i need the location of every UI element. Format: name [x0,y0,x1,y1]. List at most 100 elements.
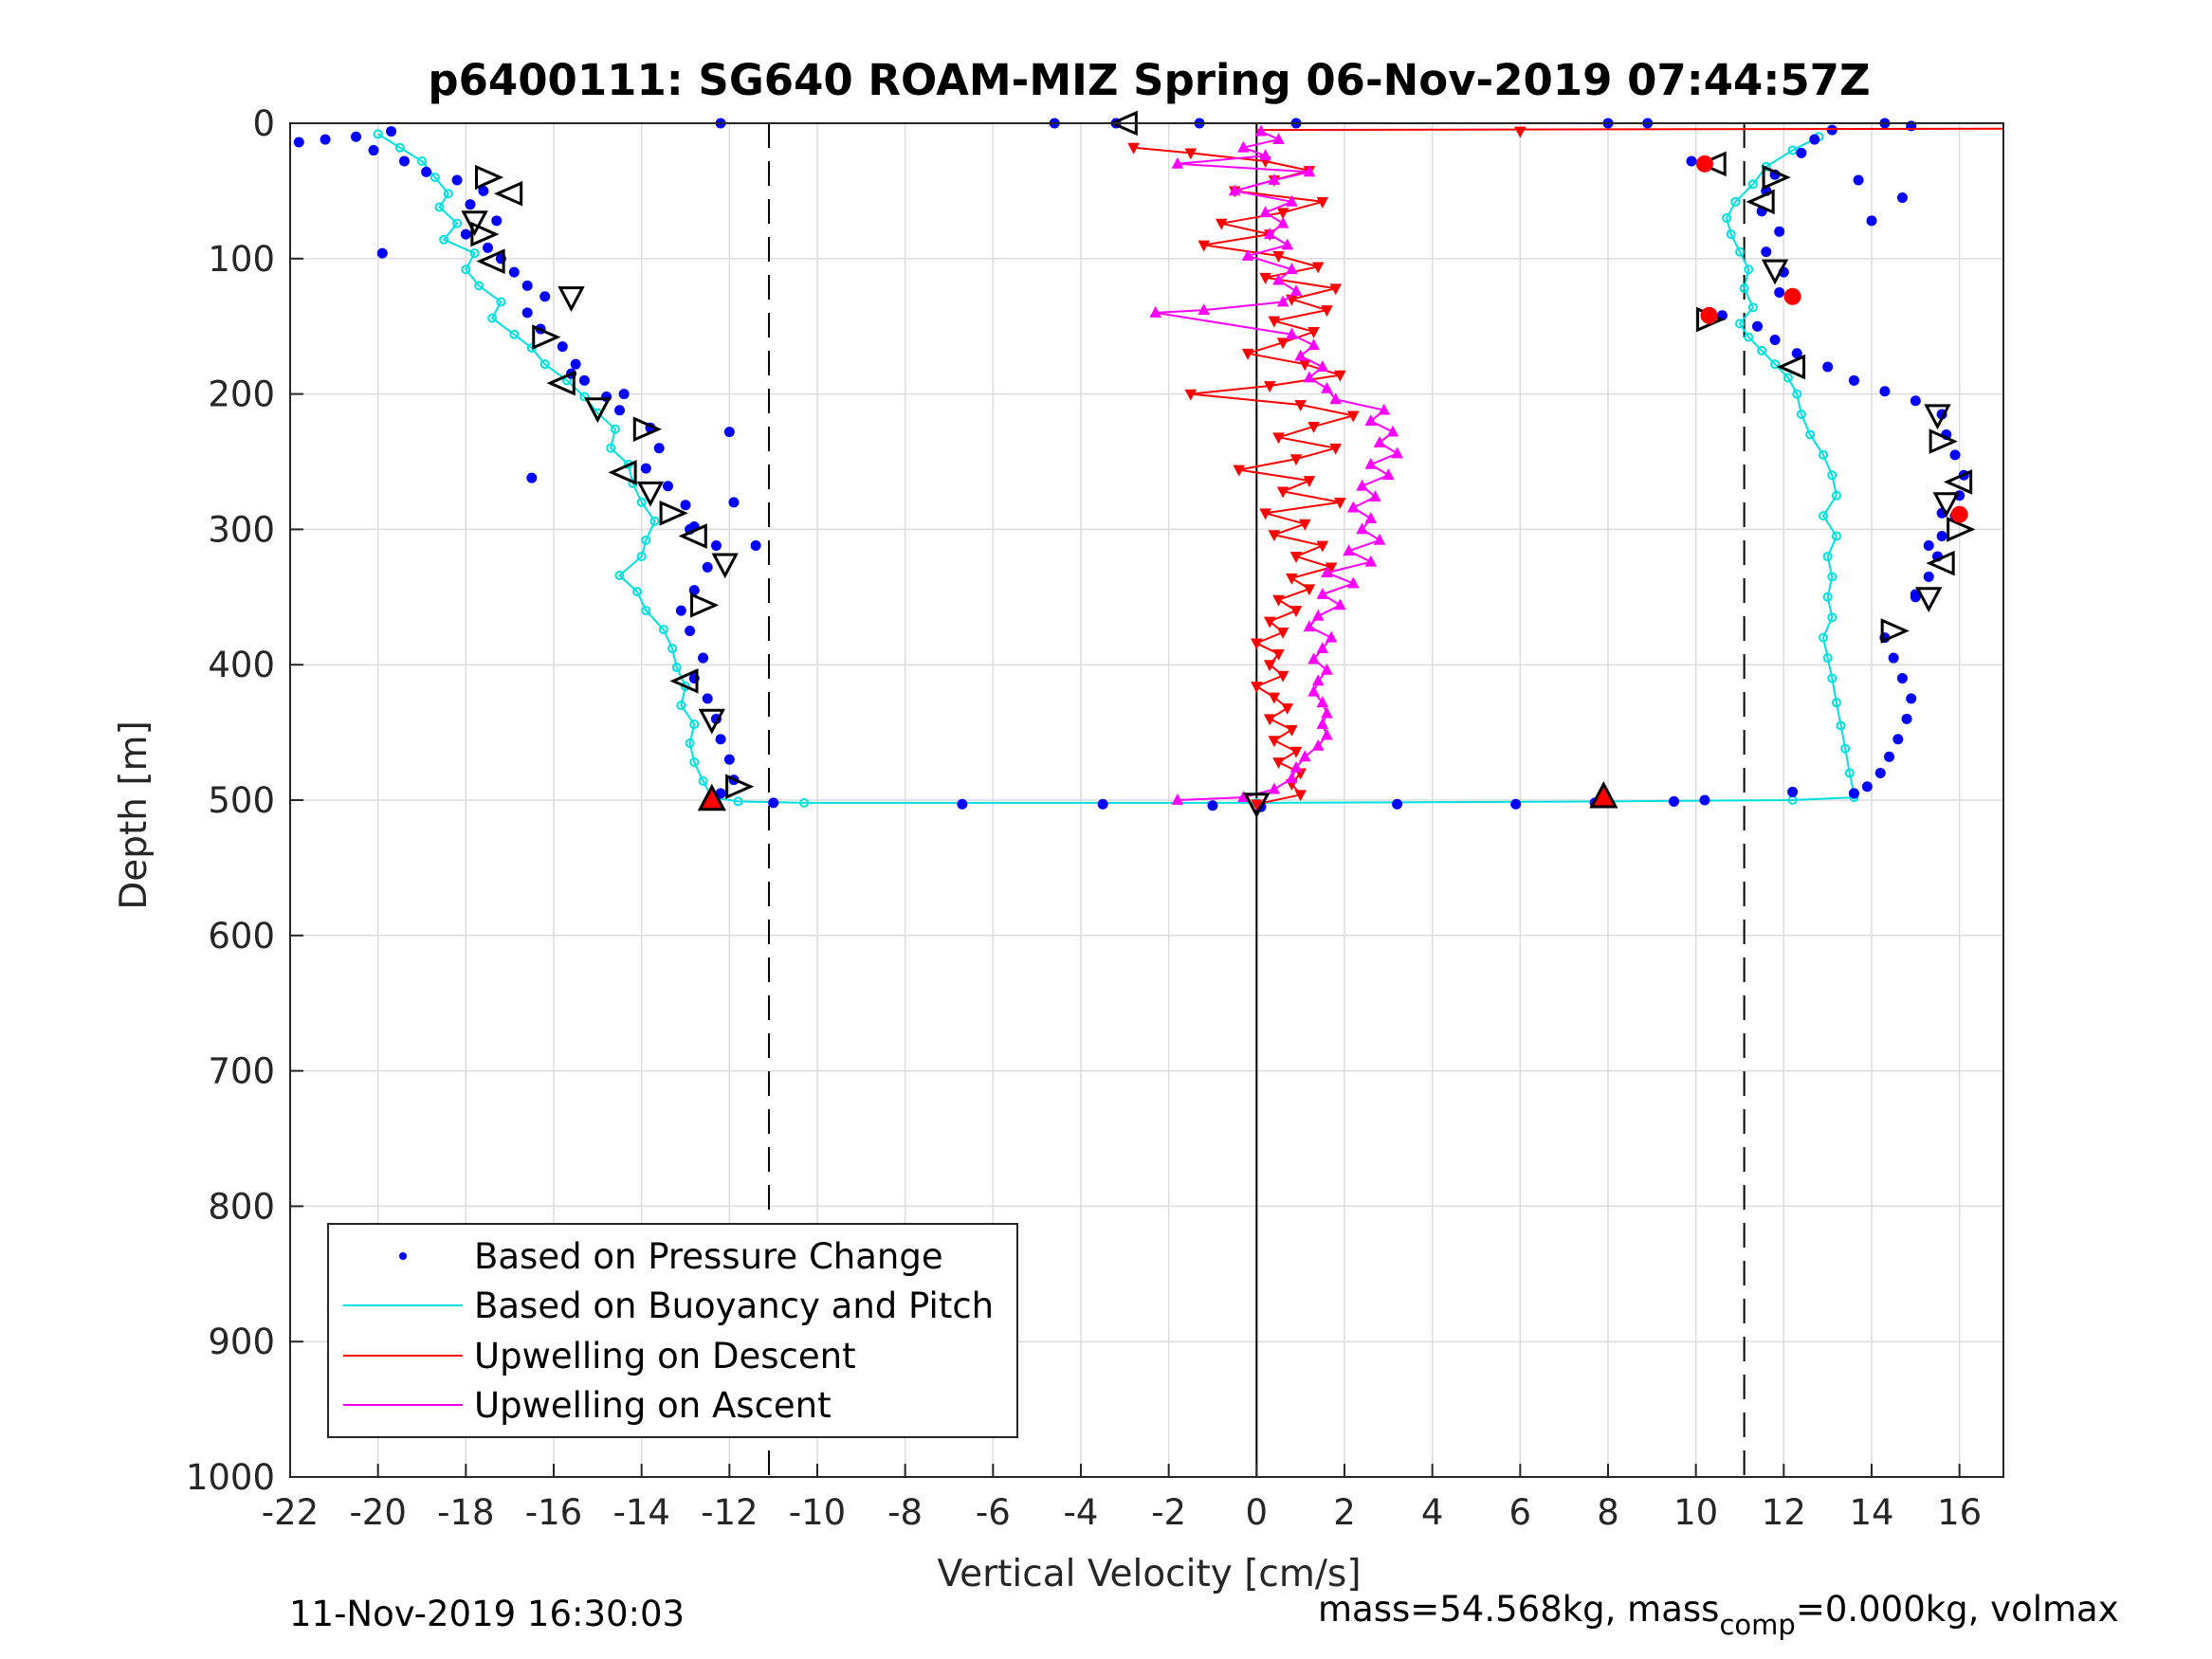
upwelling-descent-point [1127,142,1140,155]
y-tick-label: 600 [208,916,275,957]
pressure-point [614,405,625,416]
red-marker-series [697,155,1968,811]
pressure-point [702,693,713,704]
upwelling-descent-point [1307,421,1320,433]
buoyancy-point [1819,632,1829,643]
attack-marker [1697,151,1727,177]
x-tick-label: -12 [701,1492,758,1533]
pressure-point [957,798,968,810]
pressure-point [1769,334,1781,345]
pressure-point [1896,192,1908,204]
upwelling-descent-point [1316,540,1329,553]
pressure-point [653,443,665,454]
upwelling-ascent-point [1263,228,1276,239]
buoyancy-point [1831,531,1841,541]
buoyancy-point [733,796,743,807]
attack-marker [1243,793,1271,819]
pressure-point [521,307,533,319]
buoyancy-point [1805,429,1816,440]
x-tick-label: -8 [887,1492,923,1533]
upwelling-ascent-point [1343,544,1355,556]
pressure-point [675,605,686,616]
upwelling-ascent-point [1289,284,1303,296]
upwelling-ascent-point [1364,457,1378,469]
x-tick-label: -14 [612,1492,669,1533]
pressure-point [1923,571,1934,582]
buoyancy-point [1792,389,1802,399]
upwelling-descent-point [1215,218,1228,230]
x-tick-label: -10 [789,1492,846,1533]
pressure-point [578,374,590,386]
pressure-series [293,118,1969,812]
buoyancy-point [1844,768,1855,778]
upwelling-ascent-point [1303,371,1316,383]
upwelling-descent-point [1325,562,1338,574]
pressure-point [320,134,331,145]
attack-marker [461,210,488,237]
attack-marker [546,370,576,396]
upwelling-ascent-point [1373,436,1386,447]
pressure-point [1896,672,1908,684]
attack-marker [1776,354,1806,380]
upwelling-descent-point [1276,628,1289,639]
upwelling-ascent-point [1364,511,1378,523]
buoyancy-point [1819,511,1829,521]
pressure-point [386,126,397,137]
footer-mass-info: mass=54.568kg, masscomp=0.000kg, volmax [1318,1589,2119,1641]
upwelling-ascent-point [1294,349,1307,361]
upwelling-descent-point [1276,670,1289,683]
pressure-point [570,358,581,370]
buoyancy-point [1747,179,1758,190]
attack-marker [725,774,755,800]
buoyancy-series [373,129,1859,808]
pressure-point [1510,798,1522,810]
pressure-point [1936,531,1947,542]
pressure-point [1848,788,1859,799]
x-tick-label: 6 [1509,1492,1532,1533]
upwelling-ascent-point [1316,696,1329,708]
upwelling-descent-point [1321,305,1333,318]
pressure-point [685,626,696,636]
pressure-point [398,155,410,167]
buoyancy-point [452,218,463,228]
pressure-point [1796,147,1807,158]
upwelling-descent-point [1272,757,1285,770]
pressure-point [702,561,713,573]
upwelling-ascent-point [1356,522,1368,535]
buoyancy-point [1722,212,1732,223]
buoyancy-point [1827,612,1837,623]
pressure-point [478,185,489,196]
x-tick-label: -4 [1064,1492,1099,1533]
y-tick-label: 300 [208,509,275,550]
y-tick-label: 100 [208,239,275,280]
upwelling-descent-point [1289,454,1303,466]
pressure-point [526,472,538,483]
buoyancy-point [461,264,471,275]
buoyancy-line-descent [377,133,713,798]
footer-mass-prefix: mass=54.568kg, mass [1318,1589,1719,1630]
upwelling-ascent-point [1356,479,1368,491]
buoyancy-point [610,424,620,434]
upwelling-descent-point [1263,616,1276,629]
y-tick-label: 900 [208,1322,275,1362]
x-tick-label: -2 [1151,1492,1186,1533]
pressure-point [351,131,361,142]
pressure-point [1207,800,1218,811]
upwelling-descent-point [1272,648,1285,661]
buoyancy-point [1831,490,1841,501]
buoyancy-point [469,248,480,259]
pressure-point [483,242,493,253]
red-filled-triangle [1589,780,1618,809]
pressure-point [539,291,551,302]
pressure-point [1888,652,1899,664]
legend: Based on Pressure Change Based on Buoyan… [327,1223,1018,1438]
attack-marker-series [461,110,1976,819]
pressure-point [1392,798,1403,810]
upwelling-descent-point [1268,736,1281,748]
upwelling-ascent-point [1369,490,1381,502]
buoyancy-point [658,625,668,635]
upwelling-ascent-point [1346,501,1360,513]
upwelling-ascent-point [1391,447,1403,459]
upwelling-ascent-point [1259,149,1271,161]
pressure-point [1901,713,1912,724]
